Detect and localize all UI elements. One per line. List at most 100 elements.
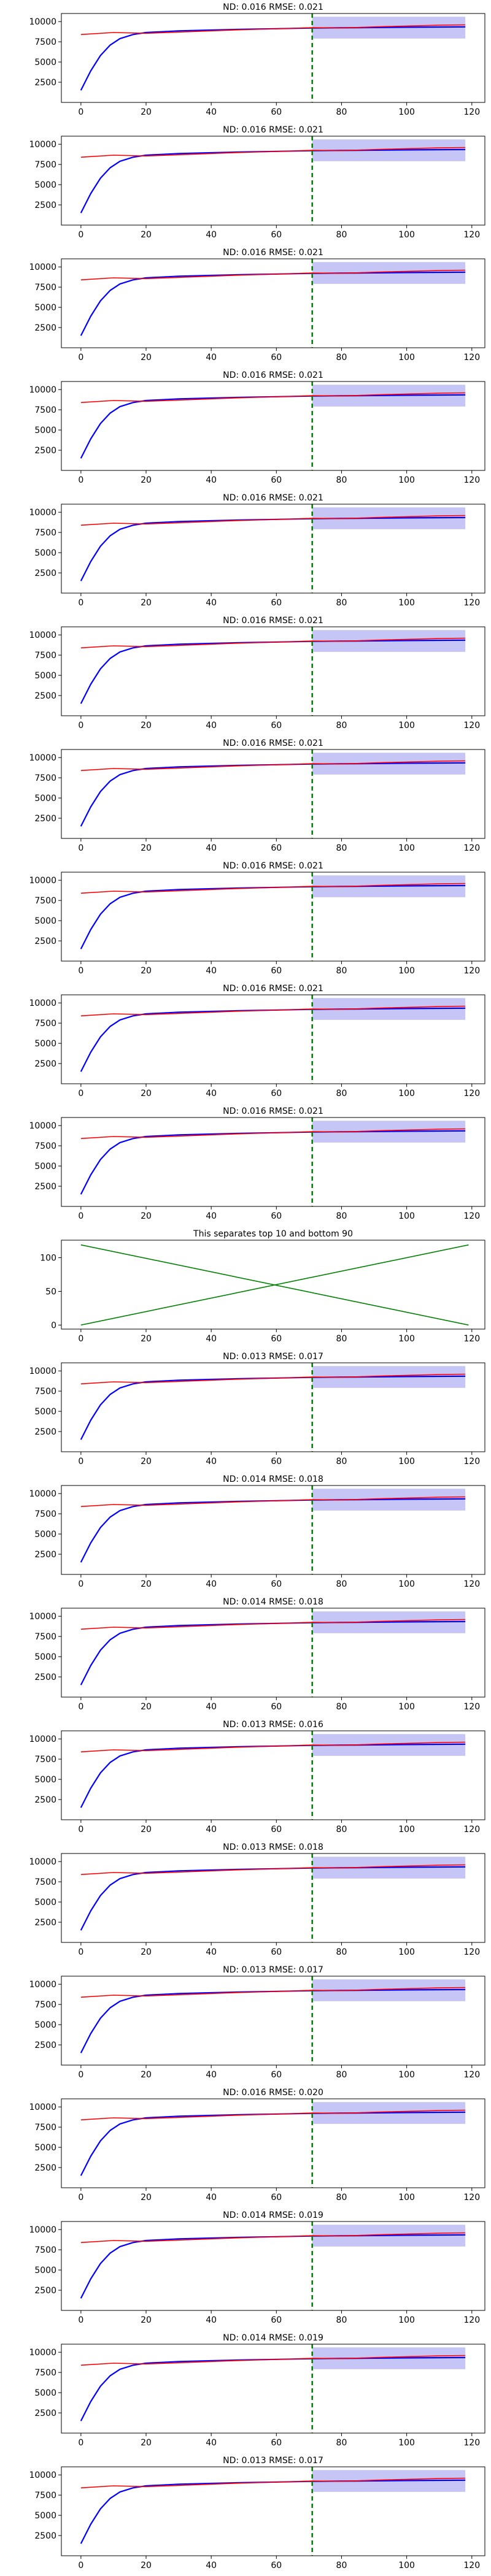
x-tick-label: 0: [78, 598, 83, 608]
x-tick-label: 60: [271, 1457, 282, 1466]
axes-frame: [61, 1608, 485, 1698]
x-tick-label: 0: [78, 1825, 83, 1834]
y-tick-label: 2500: [34, 1673, 56, 1682]
x-tick-label: 0: [78, 1089, 83, 1098]
chart-title: ND: 0.016 RMSE: 0.021: [223, 738, 323, 748]
series-line-secondary: [80, 1864, 466, 1876]
chart-panel: ND: 0.016 RMSE: 0.021 0 20 40 60 80 100 120 2500…: [29, 861, 485, 976]
y-tick-label: 10000: [29, 1980, 56, 1990]
x-tick-label: 60: [271, 966, 282, 976]
x-tick-label: 80: [336, 1702, 347, 1712]
x-tick-label: 20: [141, 475, 152, 485]
x-tick-label: 40: [206, 598, 217, 608]
x-tick-label: 20: [141, 598, 152, 608]
axes-frame: [61, 136, 485, 226]
x-tick-label: 120: [463, 2561, 480, 2570]
x-tick-label: 100: [398, 475, 415, 485]
y-tick-label: 2500: [34, 2041, 56, 2050]
x-tick-label: 20: [141, 1457, 152, 1466]
y-tick-label: 5000: [34, 548, 56, 558]
x-tick-label: 0: [78, 353, 83, 362]
x-tick-label: 20: [141, 721, 152, 730]
x-tick-label: 40: [206, 1702, 217, 1712]
y-tick-label: 2500: [34, 1918, 56, 1928]
x-tick-label: 120: [463, 1089, 480, 1098]
x-tick-label: 80: [336, 2561, 347, 2570]
chart-panel: ND: 0.016 RMSE: 0.021 0 20 40 60 80 100 120 2500…: [29, 1106, 485, 1221]
x-tick-label: 0: [78, 2193, 83, 2202]
chart-panel: ND: 0.016 RMSE: 0.021 0 20 40 60 80 100 120 2500…: [29, 248, 485, 362]
chart-panel: ND: 0.013 RMSE: 0.018 0 20 40 60 80 100 120 2500…: [29, 1842, 485, 1957]
y-tick-label: 2500: [34, 78, 56, 88]
x-tick-label: 80: [336, 2193, 347, 2202]
x-tick-label: 60: [271, 1579, 282, 1589]
x-tick-label: 120: [463, 598, 480, 608]
chart-title: ND: 0.014 RMSE: 0.019: [223, 2333, 323, 2343]
x-tick-label: 100: [398, 1089, 415, 1098]
chart-title: ND: 0.016 RMSE: 0.021: [223, 2, 323, 12]
axes-frame: [61, 749, 485, 839]
series-line-secondary: [80, 1244, 469, 1326]
x-tick-label: 100: [398, 1702, 415, 1712]
chart-panel: ND: 0.016 RMSE: 0.021 0 20 40 60 80 100 120 2500…: [29, 493, 485, 608]
x-tick-label: 100: [398, 2315, 415, 2325]
series-line-secondary: [80, 392, 466, 404]
x-tick-label: 120: [463, 2070, 480, 2080]
x-tick-label: 100: [398, 1579, 415, 1589]
x-tick-label: 40: [206, 2438, 217, 2448]
x-tick-label: 120: [463, 1947, 480, 1957]
series-line-secondary: [80, 2477, 466, 2489]
chart-panel: This separates top 10 and bottom 90 0 20 40…: [40, 1229, 485, 1344]
y-tick-label: 10000: [29, 2471, 56, 2480]
x-tick-label: 80: [336, 966, 347, 976]
chart-title: ND: 0.016 RMSE: 0.021: [223, 248, 323, 258]
y-tick-label: 2500: [34, 2409, 56, 2418]
x-tick-label: 0: [78, 2070, 83, 2080]
x-tick-label: 100: [398, 1825, 415, 1834]
x-tick-label: 40: [206, 2193, 217, 2202]
x-tick-label: 100: [398, 2070, 415, 2080]
axes-frame: [61, 1730, 485, 1820]
y-tick-label: 7500: [34, 37, 56, 47]
chart-title: ND: 0.014 RMSE: 0.019: [223, 2210, 323, 2220]
y-tick-label: 7500: [34, 528, 56, 538]
chart-panel: ND: 0.014 RMSE: 0.018 0 20 40 60 80 100 120 2500…: [29, 1597, 485, 1712]
chart-panel: ND: 0.013 RMSE: 0.017 0 20 40 60 80 100 120 2500…: [29, 1352, 485, 1466]
x-tick-label: 40: [206, 1825, 217, 1834]
x-tick-label: 120: [463, 353, 480, 362]
x-tick-label: 80: [336, 1947, 347, 1957]
y-tick-label: 10000: [29, 2225, 56, 2235]
y-tick-label: 7500: [34, 1387, 56, 1397]
y-tick-label: 10000: [29, 1857, 56, 1867]
axes-frame: [61, 1485, 485, 1575]
x-tick-label: 100: [398, 1947, 415, 1957]
y-tick-label: 5000: [34, 303, 56, 313]
y-tick-label: 7500: [34, 283, 56, 293]
x-tick-label: 40: [206, 2070, 217, 2080]
x-tick-label: 0: [78, 1211, 83, 1221]
y-tick-label: 2500: [34, 323, 56, 333]
x-tick-label: 20: [141, 2315, 152, 2325]
x-tick-label: 120: [463, 721, 480, 730]
x-tick-label: 40: [206, 1211, 217, 1221]
x-tick-label: 0: [78, 966, 83, 976]
x-tick-label: 60: [271, 2193, 282, 2202]
x-tick-label: 80: [336, 353, 347, 362]
chart-panel: ND: 0.013 RMSE: 0.016 0 20 40 60 80 100 120 2500…: [29, 1720, 485, 1834]
x-tick-label: 100: [398, 107, 415, 117]
chart-panel: ND: 0.014 RMSE: 0.018 0 20 40 60 80 100 120 2500…: [29, 1474, 485, 1589]
y-tick-label: 5000: [34, 1039, 56, 1049]
x-tick-label: 40: [206, 721, 217, 730]
chart-title: This separates top 10 and bottom 90: [193, 1229, 353, 1239]
x-tick-label: 20: [141, 2438, 152, 2448]
y-tick-label: 50: [45, 1287, 56, 1297]
x-tick-label: 80: [336, 1825, 347, 1834]
x-tick-label: 60: [271, 1089, 282, 1098]
y-tick-label: 5000: [34, 2020, 56, 2030]
y-tick-label: 2500: [34, 201, 56, 210]
x-tick-label: 120: [463, 230, 480, 240]
x-tick-label: 80: [336, 598, 347, 608]
series-line-secondary: [80, 1619, 466, 1630]
axes-frame: [61, 2344, 485, 2434]
